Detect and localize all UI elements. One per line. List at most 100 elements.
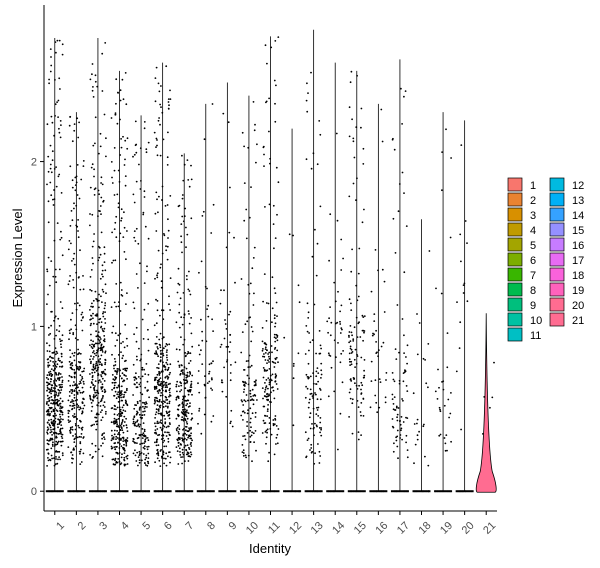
data-point <box>180 241 183 244</box>
data-point <box>268 351 271 354</box>
data-point <box>413 423 416 425</box>
data-point <box>391 138 394 141</box>
data-point <box>103 380 106 382</box>
data-point <box>101 371 104 373</box>
data-point <box>450 440 452 443</box>
data-point <box>395 439 398 442</box>
legend-label: 4 <box>530 225 536 237</box>
data-point <box>167 405 169 408</box>
data-point <box>81 377 84 380</box>
data-point <box>51 384 54 387</box>
data-point <box>79 382 82 384</box>
data-point <box>122 440 125 442</box>
legend-label: 1 <box>530 180 536 192</box>
data-point <box>117 91 119 94</box>
data-point <box>137 242 140 245</box>
data-point <box>99 145 102 148</box>
data-point <box>263 368 266 371</box>
data-point <box>141 366 144 369</box>
data-point <box>304 431 307 434</box>
data-point <box>252 403 255 406</box>
data-point <box>92 317 94 320</box>
data-point <box>362 415 365 417</box>
data-point <box>362 147 365 150</box>
data-point <box>147 439 150 442</box>
data-point <box>200 349 202 352</box>
data-point <box>54 103 57 106</box>
data-point <box>168 402 171 405</box>
data-point <box>126 230 128 232</box>
data-point <box>166 402 169 405</box>
data-point <box>200 318 202 321</box>
data-point <box>121 399 124 402</box>
legend-key <box>549 282 565 297</box>
data-point <box>59 338 61 340</box>
data-point <box>360 402 363 404</box>
data-point <box>115 446 117 448</box>
data-point <box>178 326 181 329</box>
data-point <box>154 100 157 103</box>
data-point <box>95 369 98 372</box>
data-point <box>175 446 178 448</box>
data-point <box>120 289 123 291</box>
data-point <box>316 409 319 411</box>
data-point <box>158 117 161 119</box>
data-point <box>187 436 190 439</box>
data-point <box>99 277 102 280</box>
data-point <box>264 346 267 349</box>
data-point <box>138 163 140 166</box>
data-point <box>117 458 120 460</box>
data-point <box>71 461 73 464</box>
data-point <box>103 391 106 394</box>
data-point <box>78 352 81 354</box>
data-point <box>82 452 85 455</box>
data-point <box>133 307 136 310</box>
data-point <box>178 283 181 286</box>
data-point <box>160 412 163 415</box>
data-point <box>50 418 53 421</box>
data-point <box>51 373 54 376</box>
data-point <box>59 376 61 379</box>
x-tick-label: 12 <box>287 520 304 537</box>
data-point <box>264 431 267 433</box>
data-point <box>117 433 119 436</box>
data-point <box>249 366 252 368</box>
data-point <box>164 382 167 384</box>
data-point <box>143 445 146 448</box>
data-point <box>49 414 51 417</box>
data-point <box>125 443 128 445</box>
data-point <box>211 378 213 381</box>
data-point <box>135 433 137 435</box>
legend-key <box>549 252 565 267</box>
data-point <box>169 309 172 311</box>
data-point <box>212 415 215 417</box>
data-point <box>110 306 113 308</box>
data-point <box>168 400 171 403</box>
data-point <box>262 367 265 369</box>
data-point <box>90 339 92 342</box>
data-point <box>178 432 180 435</box>
data-point <box>76 393 79 395</box>
data-point <box>184 207 187 210</box>
data-point <box>111 176 113 179</box>
data-point <box>138 454 141 457</box>
data-point <box>99 205 102 207</box>
data-point <box>50 421 53 424</box>
data-point <box>188 435 191 438</box>
data-point <box>340 304 343 307</box>
data-point <box>315 393 317 396</box>
data-point <box>103 335 106 337</box>
data-point <box>190 386 193 389</box>
data-point <box>71 364 74 367</box>
violin-base-17 <box>390 490 409 493</box>
data-point <box>424 359 426 361</box>
data-point <box>208 380 211 383</box>
data-point <box>306 82 308 85</box>
violin-15 <box>347 70 366 493</box>
data-point <box>188 446 190 449</box>
data-point <box>82 165 85 168</box>
data-point <box>181 323 184 326</box>
data-point <box>52 399 55 402</box>
data-point <box>97 360 100 363</box>
data-point <box>50 372 52 375</box>
